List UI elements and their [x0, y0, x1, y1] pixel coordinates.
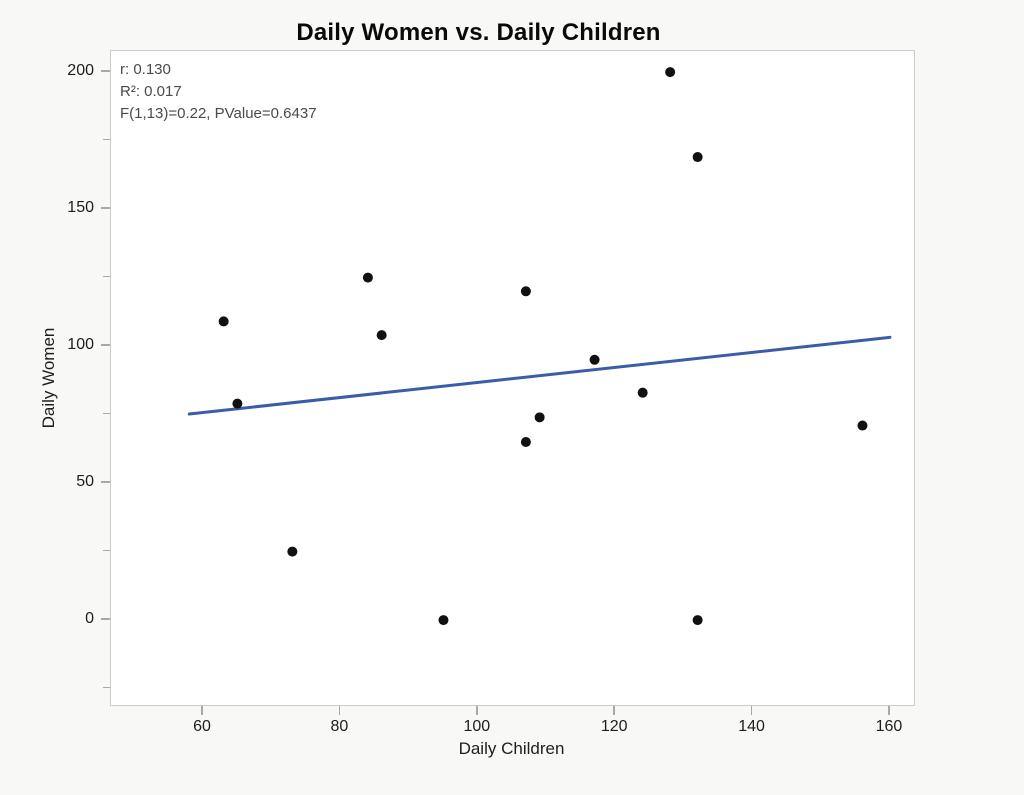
data-point	[520, 436, 531, 447]
y-minor-tick-mark	[103, 412, 110, 415]
y-minor-tick-mark	[103, 275, 110, 278]
stat-f-pvalue: F(1,13)=0.22, PValue=0.6437	[120, 105, 317, 122]
y-tick-label: 150	[67, 199, 94, 217]
y-tick-label: 200	[67, 62, 94, 80]
data-point	[520, 286, 531, 297]
data-point	[637, 387, 648, 398]
y-tick-mark	[101, 207, 110, 209]
stat-r-squared: R²: 0.017	[120, 83, 182, 100]
x-tick-label: 80	[330, 718, 349, 735]
plot-canvas	[187, 67, 892, 626]
x-tick-mark	[750, 706, 753, 715]
y-tick-label: 0	[85, 610, 94, 628]
stats-annotation: r: 0.130 R²: 0.017 F(1,13)=0.22, PValue=…	[120, 59, 317, 125]
y-minor-tick-mark	[103, 549, 110, 552]
data-point	[857, 420, 868, 431]
chart-title: Daily Women vs. Daily Children	[296, 19, 661, 46]
x-tick-mark	[476, 706, 478, 715]
y-minor-tick-mark	[103, 686, 110, 689]
y-tick-mark	[101, 70, 110, 72]
y-tick-label: 100	[67, 336, 94, 354]
data-point	[232, 398, 243, 409]
data-point	[376, 330, 387, 341]
x-tick-label: 140	[738, 718, 765, 735]
y-tick-label: 50	[76, 473, 94, 491]
y-tick-mark	[101, 481, 110, 483]
x-tick-mark	[888, 706, 890, 715]
plot-area: r: 0.130 R²: 0.017 F(1,13)=0.22, PValue=…	[110, 50, 915, 706]
stat-r: r: 0.130	[120, 61, 171, 78]
data-point	[438, 615, 449, 626]
x-tick-mark	[338, 706, 341, 715]
data-point	[589, 354, 600, 365]
trend-line	[187, 335, 892, 416]
x-tick-mark	[201, 706, 203, 715]
x-tick-label: 120	[600, 718, 628, 735]
data-point	[362, 272, 373, 283]
x-tick-label: 60	[193, 718, 211, 735]
data-point	[287, 546, 298, 557]
data-point	[534, 412, 545, 423]
y-tick-mark	[101, 618, 110, 620]
x-tick-label: 160	[875, 718, 903, 735]
data-point	[692, 152, 703, 163]
y-tick-mark	[101, 344, 110, 346]
x-tick-mark	[613, 706, 615, 715]
data-point	[218, 316, 229, 327]
y-minor-tick-mark	[103, 138, 110, 141]
x-axis-label: Daily Children	[458, 739, 565, 758]
y-axis-label: Daily Women	[39, 327, 58, 429]
x-tick-label: 100	[463, 718, 491, 735]
data-point	[692, 615, 703, 626]
data-point	[665, 67, 676, 78]
